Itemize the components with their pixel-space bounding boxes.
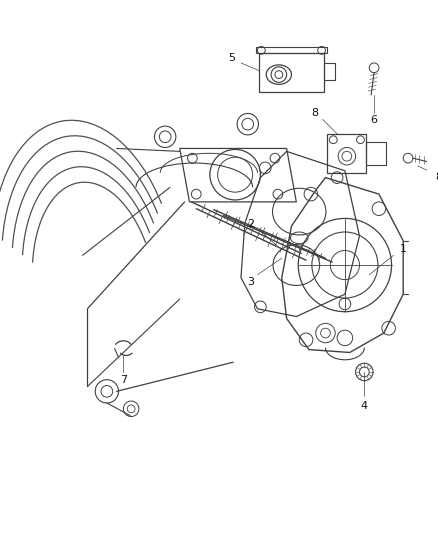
Text: 5: 5 xyxy=(227,53,234,63)
Text: 4: 4 xyxy=(360,401,367,411)
Text: 3: 3 xyxy=(247,277,254,287)
Text: 8: 8 xyxy=(434,172,438,182)
Text: 7: 7 xyxy=(120,375,127,385)
Text: 2: 2 xyxy=(247,219,254,229)
Text: 8: 8 xyxy=(311,108,318,117)
Text: 1: 1 xyxy=(399,244,406,254)
Text: 6: 6 xyxy=(370,115,377,125)
